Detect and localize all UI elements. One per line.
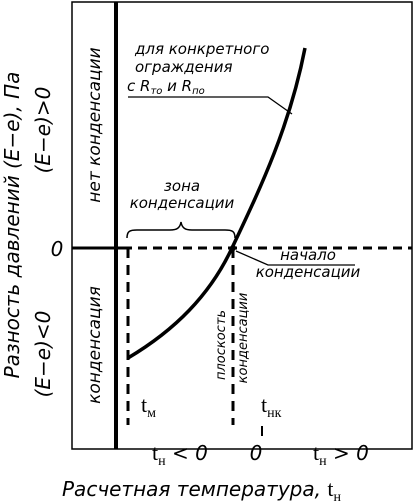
- t-m-label: tм: [141, 392, 156, 421]
- plot-frame: [71, 1, 413, 450]
- curve-note-line1: для конкретного: [134, 40, 269, 58]
- plane-label-line1: плоскость: [214, 310, 229, 380]
- curve-note-line2: ограждения: [135, 58, 232, 76]
- curve-note-leader: [128, 96, 293, 115]
- onset-label-line1: начало: [280, 246, 336, 264]
- positive-difference-label: (E−e)>0: [31, 87, 55, 174]
- no-condensation-label: нет конденсации: [85, 47, 105, 202]
- y-axis-label: Разность давлений (E−e), Па: [0, 72, 24, 379]
- zone-label-line1: зона: [164, 177, 200, 195]
- negative-difference-label: (E−e)<0: [31, 311, 55, 398]
- zero-temp-label: 0: [250, 441, 263, 465]
- onset-leader: [235, 250, 355, 266]
- plane-label-line2: конденсации: [236, 293, 251, 384]
- zone-label-line2: конденсации: [130, 194, 235, 212]
- condensation-label: конденсация: [85, 286, 105, 404]
- t-nk-label: tнк: [261, 392, 282, 421]
- x-axis-label: Расчетная температура, tн: [62, 476, 341, 504]
- onset-label-line2: конденсации: [256, 263, 361, 281]
- curve-note-line3: с Rто и Rпо: [127, 77, 205, 97]
- condensation-zone-brace: [126, 221, 236, 239]
- positive-temp-label: tн > 0: [313, 440, 369, 469]
- negative-temp-label: tн < 0: [152, 440, 208, 469]
- condensation-onset-point: [230, 245, 236, 251]
- zero-label: 0: [51, 237, 64, 261]
